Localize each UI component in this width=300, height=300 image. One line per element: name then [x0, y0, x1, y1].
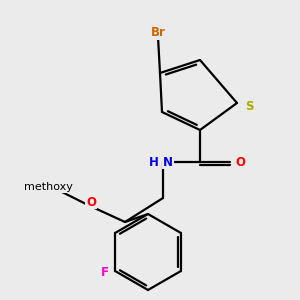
Text: S: S [245, 100, 253, 112]
Text: O: O [235, 155, 245, 169]
Text: F: F [101, 266, 109, 280]
Text: O: O [86, 196, 96, 208]
Text: Br: Br [151, 26, 165, 40]
Text: H: H [149, 155, 159, 169]
Text: N: N [163, 155, 173, 169]
Text: methoxy: methoxy [24, 182, 72, 192]
